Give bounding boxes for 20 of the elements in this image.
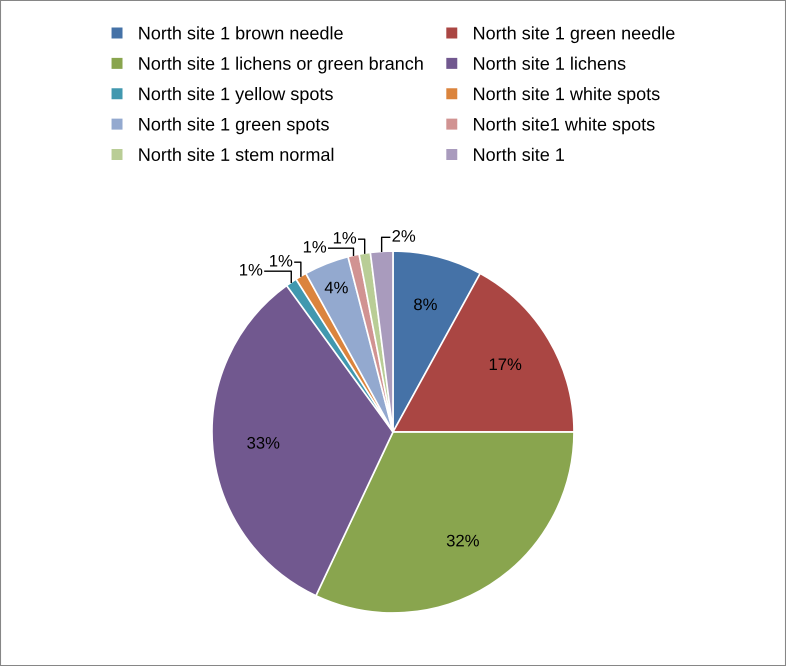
data-label: 1% <box>270 254 292 267</box>
data-label: 2% <box>392 230 416 242</box>
legend-label: North site 1 stem normal <box>139 148 334 161</box>
data-label: 4% <box>324 282 348 294</box>
data-label: 1% <box>240 264 262 276</box>
data-label: 1% <box>304 240 326 253</box>
data-label: 8% <box>414 298 437 310</box>
legend-label: North site 1 lichens or green branch <box>139 56 423 74</box>
data-label: 32% <box>446 534 479 547</box>
legend-label: North site1 white spots <box>474 117 655 134</box>
legend-label: North site 1 <box>474 148 564 161</box>
legend-label: North site 1 brown needle <box>139 26 343 40</box>
legend-label: North site 1 lichens <box>474 56 626 70</box>
data-label: 33% <box>247 436 280 449</box>
legend-label: North site 1 green spots <box>139 117 329 134</box>
data-label: 17% <box>490 358 522 370</box>
legend-label: North site 1 white spots <box>474 86 660 104</box>
legend-label: North site 1 green needle <box>474 26 675 44</box>
legend-label: North site 1 yellow spots <box>139 86 333 104</box>
data-label: 1% <box>334 232 356 244</box>
